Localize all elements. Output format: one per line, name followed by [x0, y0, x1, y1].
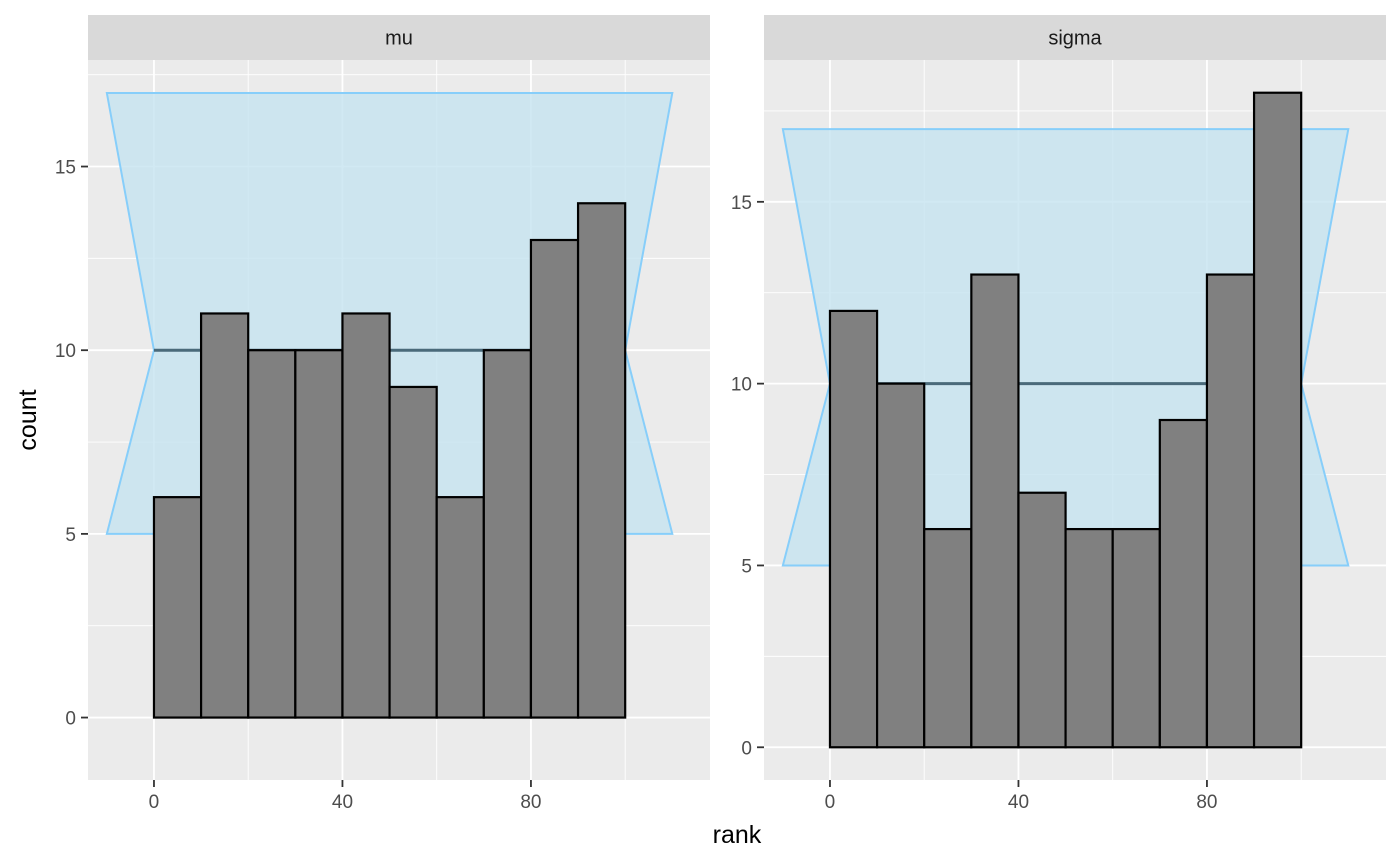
- y-axis-title: count: [14, 389, 42, 450]
- facet-strip-label: sigma: [1048, 28, 1102, 50]
- histogram-bar: [1017, 491, 1067, 749]
- y-tick-label: 15: [731, 193, 752, 214]
- y-tick-label: 10: [55, 341, 76, 362]
- histogram-bar: [294, 349, 344, 719]
- histogram-bar: [199, 312, 250, 719]
- histogram-bar: [1252, 91, 1303, 749]
- histogram-bar: [875, 382, 926, 749]
- panel-sigma: sigma 0 5 10 15 0 40 80: [731, 15, 1386, 813]
- x-tick-label: 40: [1008, 792, 1029, 813]
- facet-strip-label: mu: [385, 28, 413, 50]
- x-tick-label: 80: [1196, 792, 1217, 813]
- histogram-bar: [152, 496, 203, 719]
- x-tick-label: 40: [332, 792, 353, 813]
- y-tick-label: 0: [741, 738, 752, 759]
- y-tick-label: 10: [731, 375, 752, 396]
- x-tick-label: 80: [520, 792, 541, 813]
- facet-strip: [764, 15, 1386, 60]
- histogram-bar: [247, 349, 297, 719]
- histogram-bar: [923, 527, 973, 749]
- histogram-bar: [388, 385, 438, 719]
- histogram-bar: [828, 309, 879, 749]
- panel-mu: mu 0 5 10 15 0 40 80: [55, 15, 710, 813]
- histogram-bar: [1158, 418, 1209, 749]
- facet-strip: [88, 15, 710, 60]
- x-tick-label: 0: [825, 792, 836, 813]
- y-tick-label: 5: [741, 556, 752, 577]
- histogram-bar: [970, 273, 1020, 749]
- y-tick-label: 15: [55, 158, 76, 179]
- y-tick-label: 5: [65, 525, 76, 546]
- histogram-bar: [435, 496, 485, 719]
- histogram-bar: [1205, 273, 1256, 749]
- x-axis-title: rank: [713, 821, 762, 849]
- histogram-bar: [482, 349, 533, 719]
- x-tick-label: 0: [149, 792, 160, 813]
- y-tick-label: 0: [65, 709, 76, 730]
- histogram-bar: [576, 202, 627, 719]
- histogram-bar: [529, 238, 580, 719]
- histogram-bar: [1111, 527, 1161, 749]
- histogram-bar: [341, 312, 391, 719]
- histogram-bar: [1064, 527, 1114, 749]
